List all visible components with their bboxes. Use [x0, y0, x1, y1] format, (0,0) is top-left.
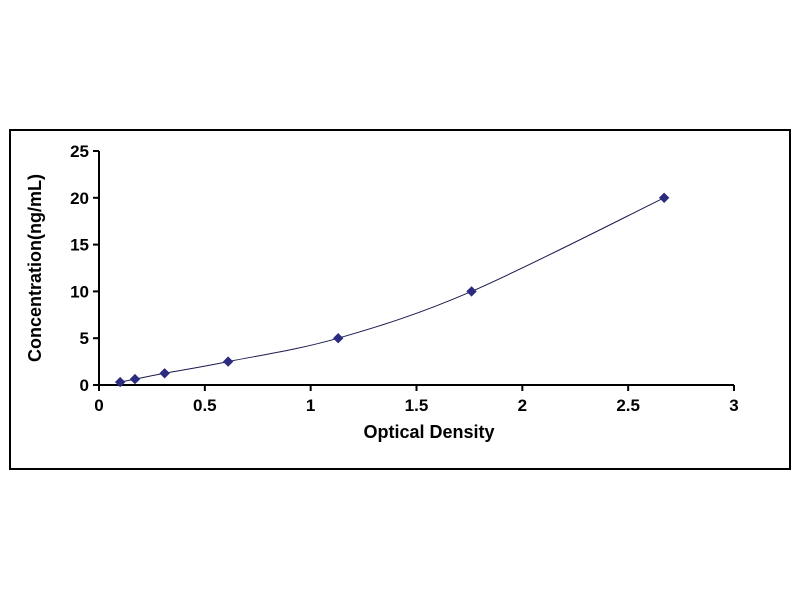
x-tick-label: 1.5 [405, 396, 429, 415]
series-line [120, 197, 665, 383]
y-tick-label: 25 [70, 142, 89, 161]
y-axis-label: Concentration(ng/mL) [25, 174, 45, 362]
x-tick-label: 3 [729, 396, 738, 415]
y-tick-label: 0 [80, 376, 89, 395]
data-point-marker [466, 286, 477, 297]
y-tick-label: 15 [70, 236, 89, 255]
x-tick-label: 0.5 [193, 396, 217, 415]
y-tick-label: 5 [80, 329, 89, 348]
x-tick-label: 2 [518, 396, 527, 415]
data-point-marker [222, 356, 234, 367]
data-point-marker [658, 192, 670, 204]
plot-area: 0 0.5 1 1.5 2 2.5 3 0 5 10 15 20 25 [70, 142, 739, 415]
elisa-standard-curve-figure: 0 0.5 1 1.5 2 2.5 3 0 5 10 15 20 25 Optical Density … [9, 129, 791, 470]
x-tick-label: 1 [306, 396, 315, 415]
y-tick-label: 20 [70, 189, 89, 208]
data-point-marker [114, 376, 126, 388]
x-axis-label: Optical Density [363, 422, 494, 442]
y-tick-label: 10 [70, 282, 89, 301]
x-tick-label: 0 [94, 396, 103, 415]
data-point-marker [159, 368, 170, 379]
x-tick-label: 2.5 [616, 396, 640, 415]
data-point-marker [332, 332, 344, 344]
data-point-marker [129, 373, 141, 385]
